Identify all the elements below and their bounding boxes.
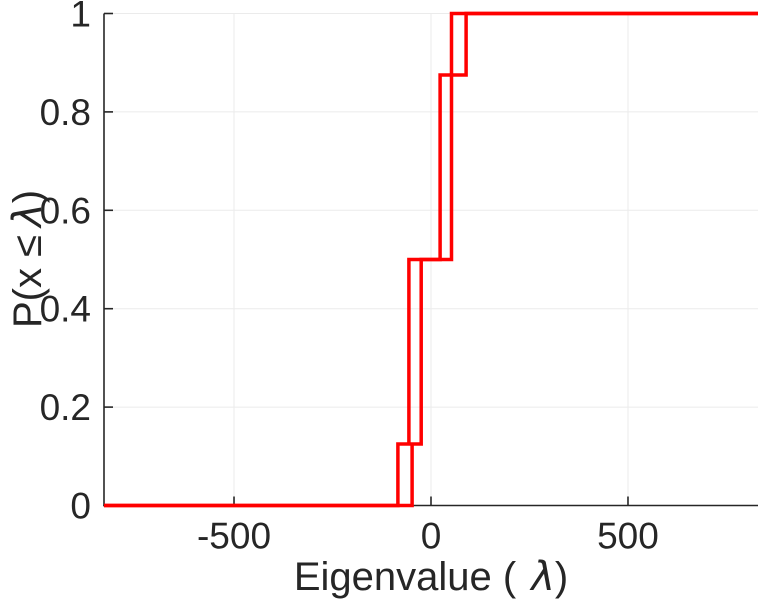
y-tick-label: 0.8 xyxy=(40,92,91,133)
y-tick-label: 0.2 xyxy=(40,387,91,428)
y-axis-label: P(x ≤ λ) xyxy=(0,9,56,509)
y-tick-label: 0.6 xyxy=(40,190,91,231)
y-axis-label-paren: ) xyxy=(6,189,50,204)
x-tick-label: 500 xyxy=(597,516,659,557)
y-tick-label: 1 xyxy=(70,0,91,35)
x-axis-label-paren: ) xyxy=(554,555,569,599)
y-axis-label-text: P(x ≤ xyxy=(6,234,50,329)
x-tick-label: 0 xyxy=(421,516,442,557)
x-axis-label-text: Eigenvalue ( xyxy=(293,555,517,599)
y-tick-label: 0 xyxy=(70,486,91,527)
x-axis-label: Eigenvalue ( λ) xyxy=(104,554,758,600)
ecdf-curve-2 xyxy=(104,11,758,508)
x-tick-label: -500 xyxy=(197,516,271,557)
lambda-symbol: λ xyxy=(531,554,555,600)
y-tick-label: 0.4 xyxy=(40,289,91,330)
lambda-symbol: λ xyxy=(5,203,51,227)
